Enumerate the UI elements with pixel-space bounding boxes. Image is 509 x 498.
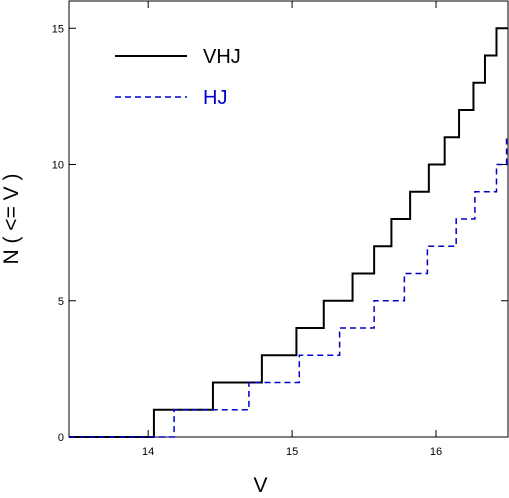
series-line-vhj xyxy=(69,27,508,438)
legend-label-vhj: VHJ xyxy=(203,46,241,68)
series-line-hj xyxy=(69,136,508,438)
y-tick-label: 15 xyxy=(52,23,64,35)
x-tick-label: 14 xyxy=(142,446,154,458)
y-axis-label: N ( <= V ) xyxy=(0,173,23,264)
y-tick-label: 0 xyxy=(58,432,64,444)
series-lines xyxy=(69,27,508,438)
legend-label-hj: HJ xyxy=(203,87,227,109)
y-tick-label: 5 xyxy=(58,296,64,308)
y-tick-label: 10 xyxy=(52,160,64,172)
ticks: 14 15 16 0 5 10 15 xyxy=(52,1,508,458)
x-tick-label: 15 xyxy=(286,446,298,458)
x-axis-label: V xyxy=(253,474,267,497)
x-tick-label: 16 xyxy=(430,446,442,458)
plot-area xyxy=(68,0,509,438)
legend: VHJ HJ xyxy=(115,46,241,109)
